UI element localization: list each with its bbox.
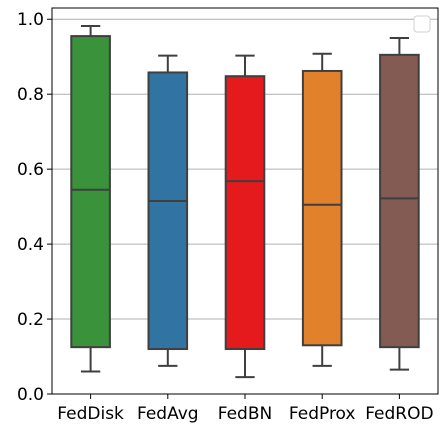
y-tick-label: 0.8 — [17, 85, 44, 105]
legend — [413, 15, 431, 33]
box-feddisk — [70, 35, 111, 349]
box-fedavg — [147, 71, 189, 351]
x-tick-label: FedBN — [218, 404, 272, 424]
y-tick-label: 0.6 — [17, 160, 44, 180]
y-tick-label: 1.0 — [17, 10, 44, 30]
x-tick-label: FedDisk — [57, 404, 124, 424]
y-axis: 0.0 0.2 0.4 0.6 0.8 1.0 — [17, 10, 52, 405]
y-tick-label: 0.0 — [17, 385, 44, 405]
x-tick-label: FedProx — [289, 404, 356, 424]
x-tick-label: FedAvg — [137, 404, 199, 424]
y-tick-label: 0.4 — [17, 235, 44, 255]
x-tick-label: FedROD — [365, 404, 433, 424]
box-fedprox — [301, 69, 343, 347]
x-axis: FedDisk FedAvg FedBN FedProx FedROD — [57, 394, 434, 424]
box-fedbn — [224, 75, 266, 351]
box-fedrod — [379, 53, 420, 349]
y-tick-label: 0.2 — [17, 310, 44, 330]
box-series — [70, 24, 420, 379]
